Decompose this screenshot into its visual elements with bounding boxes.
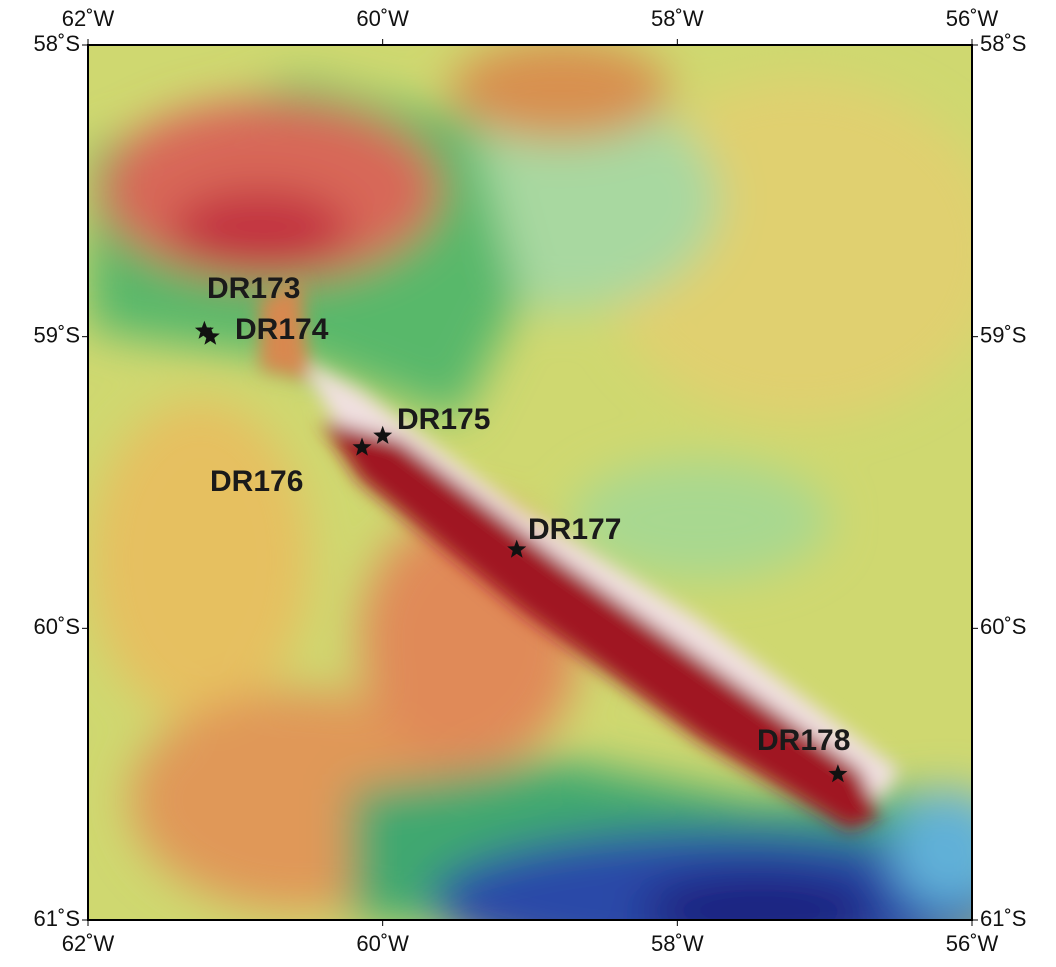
station-label: DR174	[235, 313, 329, 346]
x-tick-label: 60˚W	[356, 6, 409, 31]
y-tick-label: 59˚S	[980, 322, 1026, 347]
station-label: DR177	[528, 513, 621, 546]
y-tick-label: 59˚S	[34, 322, 80, 347]
y-tick-label: 60˚S	[34, 614, 80, 639]
x-tick-label: 62˚W	[62, 931, 115, 956]
station-label: DR173	[207, 272, 300, 305]
station-label: DR176	[210, 465, 303, 498]
y-tick-label: 58˚S	[34, 31, 80, 56]
x-tick-label: 56˚W	[946, 931, 999, 956]
x-tick-label: 58˚W	[651, 931, 704, 956]
y-tick-label: 60˚S	[980, 614, 1026, 639]
y-tick-label: 61˚S	[980, 906, 1026, 931]
x-tick-label: 56˚W	[946, 6, 999, 31]
x-tick-label: 58˚W	[651, 6, 704, 31]
relief	[88, 40, 1010, 967]
x-tick-label: 60˚W	[356, 931, 409, 956]
y-tick-label: 58˚S	[980, 31, 1026, 56]
station-label: DR178	[757, 724, 850, 757]
y-tick-label: 61˚S	[34, 906, 80, 931]
x-tick-label: 62˚W	[62, 6, 115, 31]
station-label: DR175	[397, 403, 490, 436]
map: 62˚W62˚W60˚W60˚W58˚W58˚W56˚W56˚W58˚S58˚S…	[0, 0, 1056, 967]
